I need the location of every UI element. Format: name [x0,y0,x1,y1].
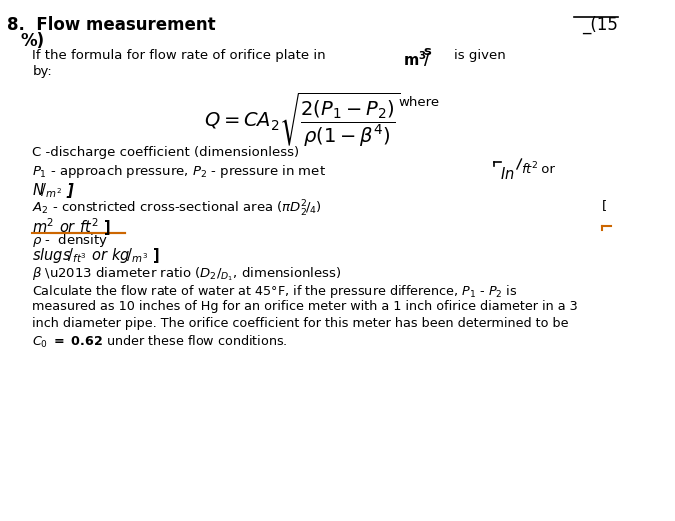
Text: $\mathbf{\mathit{C_0}}$ $\mathbf{=}$ $\mathbf{0.62}$ under these flow conditions: $\mathbf{\mathit{C_0}}$ $\mathbf{=}$ $\m… [32,334,288,350]
Text: _(15: _(15 [582,16,618,34]
Text: $\mathbf{s}$: $\mathbf{s}$ [423,45,433,58]
Text: $\mathbf{m^3\!/}$: $\mathbf{m^3\!/}$ [403,49,431,69]
Text: $\beta$ \u2013 diameter ratio ($D_2/_{D_1}$, dimensionless): $\beta$ \u2013 diameter ratio ($D_2/_{D_… [32,265,342,282]
Text: where: where [398,96,439,109]
Text: $\mathit{In}$: $\mathit{In}$ [500,166,515,182]
Text: $Q = CA_2\sqrt{\dfrac{2(P_1 - P_2)}{\rho(1 - \beta^4)}}$: $Q = CA_2\sqrt{\dfrac{2(P_1 - P_2)}{\rho… [204,91,400,149]
Text: Calculate the flow rate of water at 45°F, if the pressure difference, $P_1$ - $P: Calculate the flow rate of water at 45°F… [32,283,518,300]
Text: $P_1$ - approach pressure, $P_2$ - pressure in met: $P_1$ - approach pressure, $P_2$ - press… [32,163,327,180]
Text: $\mathit{slugs}\!/_{ft^3}$ $\mathit{or}$ $\mathit{kg}\!/_{m^3}$ ]: $\mathit{slugs}\!/_{ft^3}$ $\mathit{or}$… [32,246,161,265]
Text: measured as 10 inches of Hg for an orifice meter with a 1 inch ofirice diameter : measured as 10 inches of Hg for an orifi… [32,300,578,313]
Text: %): %) [20,32,45,50]
Text: is given: is given [454,49,506,62]
Text: by:: by: [32,65,52,78]
Text: $\mathit{m^2}$ $\mathit{or}$ $\mathit{ft^2}$ ]: $\mathit{m^2}$ $\mathit{or}$ $\mathit{ft… [32,216,111,238]
Text: If the formula for flow rate of orifice plate in: If the formula for flow rate of orifice … [32,49,326,62]
Text: [: [ [601,199,607,212]
Text: $\mathit{ft}^2$: $\mathit{ft}^2$ [520,161,538,178]
Text: 8.  Flow measurement: 8. Flow measurement [7,16,216,34]
Text: $N\!/_{m^2}$ ]: $N\!/_{m^2}$ ] [32,181,76,200]
Text: $\rho$ -  density: $\rho$ - density [32,232,109,249]
Text: $A_2$ - constricted cross-sectional area ($\pi D_2^2\!/_{4}$): $A_2$ - constricted cross-sectional area… [32,199,322,219]
Text: inch diameter pipe. The orifice coefficient for this meter has been determined t: inch diameter pipe. The orifice coeffici… [32,317,569,330]
Text: C -discharge coefficient (dimensionless): C -discharge coefficient (dimensionless) [32,146,300,159]
Text: or: or [537,163,555,176]
